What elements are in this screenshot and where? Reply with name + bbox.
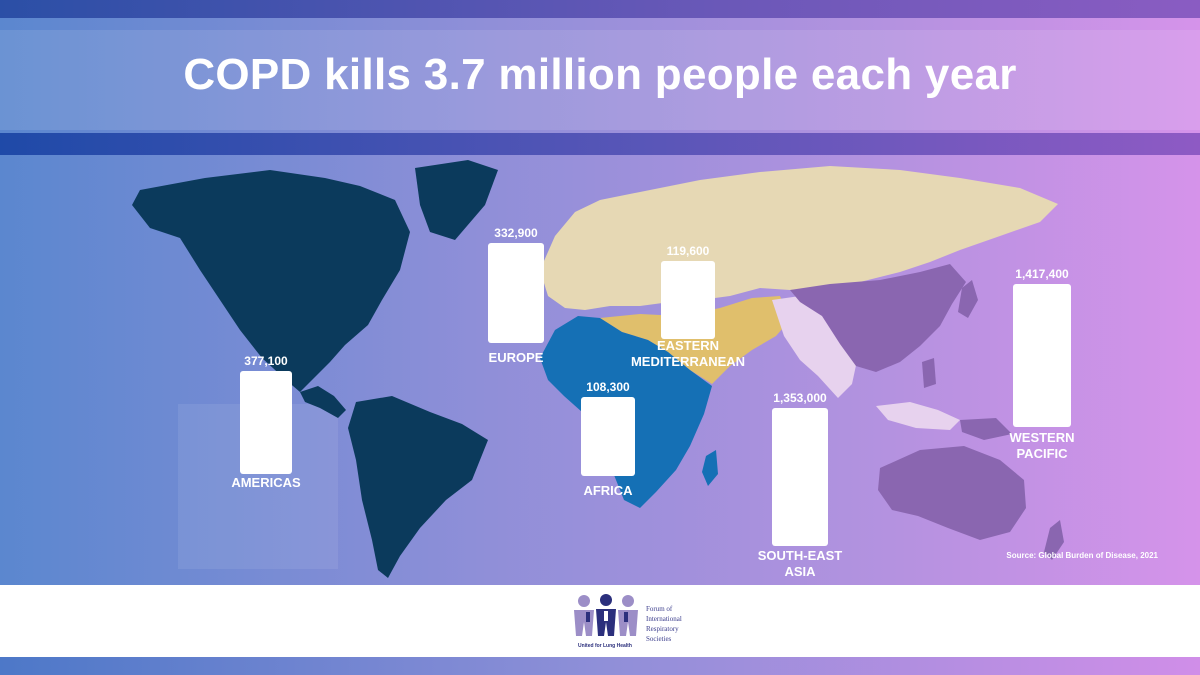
category-label-africa: AFRICA xyxy=(583,483,633,498)
divider-band xyxy=(0,133,1200,155)
logo-line: Forum of xyxy=(646,605,673,613)
value-label-africa: 108,300 xyxy=(586,380,630,394)
south-america-region xyxy=(348,396,488,578)
bars-group: 377,100 AMERICAS 332,900 EUROPE 108,300 AFRIC… xyxy=(231,226,1074,579)
world-map-chart: 377,100 AMERICAS 332,900 EUROPE 108,300 AFRIC… xyxy=(132,160,1074,579)
eastern-mediterranean-region xyxy=(600,296,790,384)
category-label-eastern-mediterranean: MEDITERRANEAN xyxy=(631,354,745,369)
firs-logo-text: Forum of International Respiratory Socie… xyxy=(646,604,682,644)
category-label-western-pacific: WESTERN xyxy=(1010,430,1075,445)
value-label-western-pacific: 1,417,400 xyxy=(1015,267,1069,281)
indonesia-region xyxy=(876,402,960,430)
top-strip xyxy=(0,0,1200,18)
logo-tagline: United for Lung Health xyxy=(578,643,632,649)
new-zealand-region xyxy=(1044,520,1064,560)
category-label-south-east-asia: SOUTH-EAST xyxy=(758,548,843,563)
category-label-eastern-mediterranean: EASTERN xyxy=(657,338,719,353)
new-guinea-region xyxy=(960,418,1012,440)
category-label-americas: AMERICAS xyxy=(231,475,301,490)
value-label-eastern-mediterranean: 119,600 xyxy=(667,244,710,258)
bar-eastern-mediterranean xyxy=(661,261,715,339)
logo-line: Societies xyxy=(646,635,672,643)
title-band xyxy=(0,30,1200,130)
value-label-south-east-asia: 1,353,000 xyxy=(773,391,827,405)
japan-region xyxy=(958,280,978,318)
bar-europe xyxy=(488,243,544,343)
firs-logo-icon xyxy=(574,594,638,636)
europe-russia-region xyxy=(540,166,1058,310)
bar-africa xyxy=(581,397,635,476)
source-note: Source: Global Burden of Disease, 2021 xyxy=(1006,551,1158,560)
east-asia-region xyxy=(790,264,966,372)
category-label-south-east-asia: ASIA xyxy=(784,564,816,579)
bottom-strip xyxy=(0,657,1200,675)
madagascar-region xyxy=(702,450,718,486)
value-label-europe: 332,900 xyxy=(494,226,538,240)
logo-line: International xyxy=(646,615,682,623)
north-america-region xyxy=(132,170,410,392)
south-east-asia-region xyxy=(772,296,858,398)
greenland-region xyxy=(415,160,498,240)
central-america-region xyxy=(300,386,346,418)
logo-line: Respiratory xyxy=(646,625,679,633)
philippines-region xyxy=(922,358,936,388)
bar-south-east-asia xyxy=(772,408,828,546)
category-label-western-pacific: PACIFIC xyxy=(1016,446,1068,461)
bar-western-pacific xyxy=(1013,284,1071,427)
value-label-americas: 377,100 xyxy=(244,354,288,368)
bar-americas xyxy=(240,371,292,474)
category-label-europe: EUROPE xyxy=(489,350,544,365)
australia-region xyxy=(878,446,1026,540)
page-title: COPD kills 3.7 million people each year xyxy=(183,50,1017,99)
